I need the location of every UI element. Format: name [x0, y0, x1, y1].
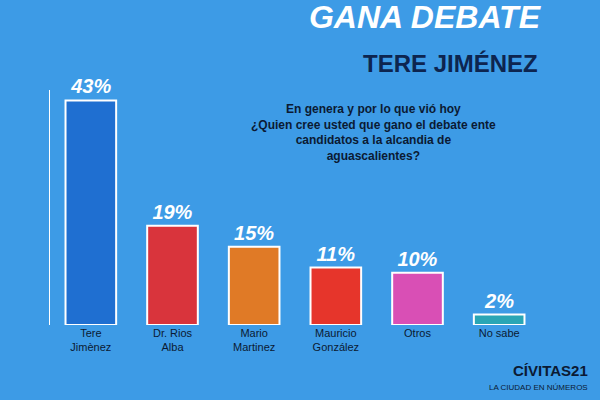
svg-text:15%: 15% — [234, 222, 274, 244]
svg-text:TereJimènez: TereJimènez — [70, 327, 111, 353]
svg-text:En genera y por lo que vió hoy: En genera y por lo que vió hoy¿Quien cre… — [251, 102, 496, 163]
svg-text:CÍVITAS21: CÍVITAS21 — [513, 362, 588, 379]
svg-text:19%: 19% — [152, 201, 192, 223]
svg-text:GANA DEBATE: GANA DEBATE — [309, 0, 542, 35]
svg-text:2%: 2% — [484, 290, 514, 312]
svg-text:LA CIUDAD EN NÚMEROS: LA CIUDAD EN NÚMEROS — [489, 383, 588, 392]
svg-text:Dr. RiosAlba: Dr. RiosAlba — [153, 327, 193, 353]
svg-text:10%: 10% — [397, 248, 437, 270]
svg-text:43%: 43% — [70, 75, 111, 97]
svg-text:TERE JIMÉNEZ: TERE JIMÉNEZ — [363, 50, 538, 77]
svg-text:11%: 11% — [316, 243, 355, 265]
svg-text:MarioMartinez: MarioMartinez — [233, 327, 275, 353]
svg-text:Otros: Otros — [404, 327, 431, 339]
svg-text:No sabe: No sabe — [479, 327, 520, 339]
svg-text:MauricioGonzález: MauricioGonzález — [313, 327, 359, 353]
